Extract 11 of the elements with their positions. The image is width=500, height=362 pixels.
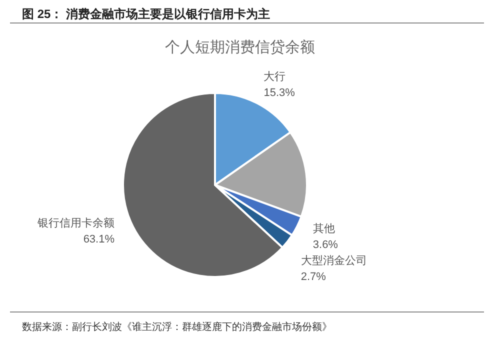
- slice-label: 大行: [264, 70, 286, 83]
- data-label: 63.1%: [83, 234, 115, 246]
- source-note: 数据来源：副行长刘波《谁主沉浮：群雄逐鹿下的消费金融市场份额》: [22, 321, 332, 333]
- data-label: 2.7%: [300, 271, 326, 284]
- slice-label: 银行信用卡余额: [36, 216, 115, 230]
- data-label: 15.3%: [264, 86, 296, 99]
- chart-title: 图 25： 消费金融市场主要是以银行信用卡为主: [22, 7, 270, 21]
- slice-label: 大型消金公司: [300, 254, 367, 268]
- slice-label: 其他: [312, 222, 335, 236]
- data-label: 3.6%: [312, 239, 338, 252]
- chart-subtitle: 个人短期消费信贷余额: [165, 39, 315, 56]
